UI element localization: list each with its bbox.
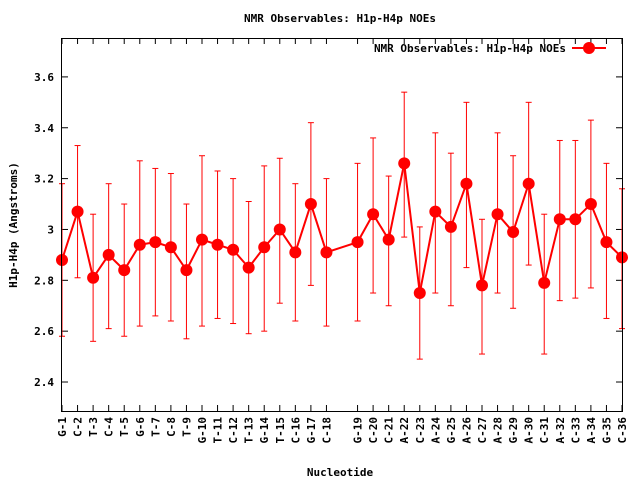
- data-point: [444, 220, 457, 233]
- x-tick-label: C-12: [227, 417, 240, 444]
- x-tick-label: G-19: [352, 417, 365, 444]
- data-point: [351, 236, 364, 249]
- legend: NMR Observables: H1p-H4p NOEs: [374, 42, 606, 55]
- x-tick-label: G-35: [600, 417, 613, 444]
- x-tick-label: C-4: [103, 417, 116, 437]
- data-point: [382, 233, 395, 246]
- data-point: [429, 205, 442, 218]
- x-tick-label: T-9: [180, 417, 193, 437]
- data-point: [242, 261, 255, 274]
- x-tick-label: G-29: [507, 417, 520, 444]
- data-point: [196, 233, 208, 246]
- legend-label: NMR Observables: H1p-H4p NOEs: [374, 42, 566, 55]
- y-tick-label: 3.4: [34, 122, 54, 135]
- x-tick-label: C-2: [72, 417, 85, 437]
- data-point: [180, 264, 193, 277]
- data-point: [413, 287, 426, 300]
- data-point: [538, 276, 551, 289]
- data-point: [569, 213, 582, 226]
- x-tick-label: G-10: [196, 417, 209, 444]
- data-point: [600, 236, 613, 249]
- data-point: [304, 198, 317, 211]
- data-points: [56, 157, 628, 300]
- x-tick-label: G-14: [258, 417, 271, 444]
- plot-frame: [61, 38, 623, 412]
- x-tick-label: T-5: [118, 417, 131, 437]
- x-tick-label: C-27: [476, 417, 489, 444]
- y-tick-label: 3.2: [34, 173, 54, 186]
- x-tick-label: T-13: [243, 417, 256, 444]
- y-axis-label: H1p-H4p (Angstroms): [7, 162, 20, 288]
- data-point: [289, 246, 302, 259]
- x-tick-label: C-8: [165, 417, 178, 437]
- error-bars: [59, 91, 625, 360]
- data-point: [71, 205, 84, 218]
- x-ticks: G-1 C-2 T-3 C-4 T-5 G-6 T-7 C-8 T-9 G-10 T-11 C-12 T…: [56, 38, 629, 444]
- x-tick-label: C-33: [569, 417, 582, 444]
- x-tick-label: C-20: [367, 417, 380, 444]
- y-ticks: 2.4 2.6 2.8 3 3.2 3.4 3.6: [34, 71, 622, 389]
- data-point: [476, 279, 488, 292]
- y-tick-label: 2.6: [34, 325, 54, 338]
- data-point: [211, 238, 224, 251]
- x-tick-label: C-31: [538, 417, 551, 444]
- data-point: [102, 248, 115, 261]
- x-tick-label: A-22: [398, 417, 411, 444]
- series-line: [61, 163, 623, 294]
- x-tick-label: C-18: [320, 417, 333, 444]
- y-tick-label: 3.6: [34, 71, 54, 84]
- x-tick-label: C-21: [383, 417, 396, 444]
- x-tick-label: G-17: [305, 417, 318, 444]
- data-point: [507, 226, 520, 239]
- data-point: [258, 241, 271, 254]
- x-tick-label: T-11: [212, 417, 225, 444]
- x-tick-label: A-30: [523, 417, 536, 444]
- x-tick-label: A-24: [429, 417, 442, 444]
- x-tick-label: T-3: [87, 417, 100, 437]
- x-tick-label: C-23: [414, 417, 427, 444]
- x-tick-label: C-36: [616, 417, 629, 444]
- x-tick-label: A-34: [585, 417, 598, 444]
- legend-marker: [583, 42, 595, 54]
- x-tick-label: G-25: [445, 417, 458, 444]
- data-point: [87, 271, 100, 284]
- x-tick-label: A-28: [492, 417, 505, 444]
- x-tick-label: G-6: [134, 417, 147, 437]
- data-point: [491, 208, 504, 221]
- data-point: [227, 243, 240, 256]
- x-tick-label: T-15: [274, 417, 287, 444]
- x-tick-label: T-7: [149, 417, 162, 437]
- data-point: [553, 213, 566, 226]
- y-tick-label: 2.4: [34, 376, 54, 389]
- data-point: [460, 177, 473, 190]
- x-tick-label: C-16: [289, 417, 302, 444]
- data-point: [149, 236, 162, 249]
- data-point: [320, 246, 333, 259]
- data-point: [164, 241, 177, 254]
- y-tick-label: 2.8: [34, 274, 54, 287]
- x-tick-label: A-32: [554, 417, 567, 444]
- data-point: [118, 264, 131, 277]
- data-point: [133, 238, 146, 251]
- chart-title: NMR Observables: H1p-H4p NOEs: [244, 12, 436, 25]
- data-point: [522, 177, 535, 190]
- x-tick-label: A-26: [460, 417, 473, 444]
- data-point: [398, 157, 411, 170]
- y-tick-label: 3: [47, 223, 54, 236]
- x-axis-label: Nucleotide: [307, 466, 374, 479]
- data-point: [584, 198, 597, 211]
- data-point: [273, 223, 286, 236]
- data-point: [367, 208, 380, 221]
- x-tick-label: G-1: [56, 417, 69, 437]
